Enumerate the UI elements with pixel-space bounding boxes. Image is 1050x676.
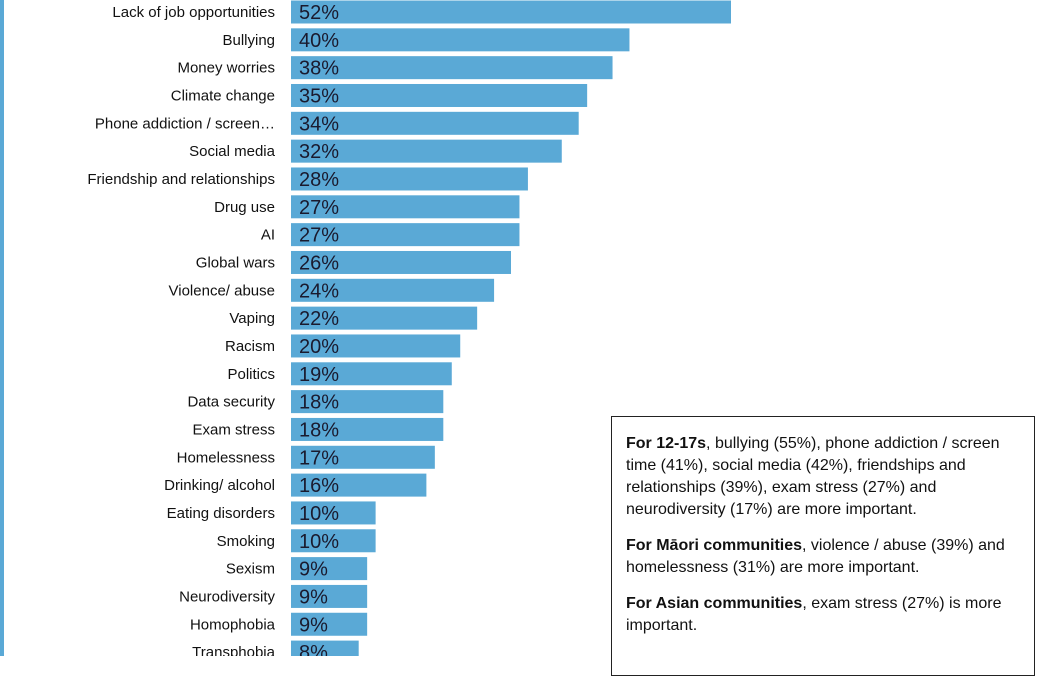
bar bbox=[291, 195, 520, 219]
note-12-17: For 12-17s, bullying (55%), phone addict… bbox=[626, 433, 1020, 521]
value-label: 35% bbox=[299, 85, 339, 107]
category-label: Politics bbox=[227, 366, 275, 383]
bar bbox=[291, 223, 520, 247]
bar bbox=[291, 417, 444, 441]
value-label: 10% bbox=[299, 503, 339, 525]
value-label: 34% bbox=[299, 113, 339, 135]
bar bbox=[291, 640, 359, 656]
bar bbox=[291, 584, 368, 608]
category-label: Drug use bbox=[214, 199, 275, 216]
bar bbox=[291, 28, 630, 52]
bar bbox=[291, 111, 579, 135]
category-label: Exam stress bbox=[192, 421, 275, 438]
bar bbox=[291, 557, 368, 581]
category-label: Climate change bbox=[171, 87, 275, 104]
note-maori-heading: For Māori communities bbox=[626, 537, 803, 554]
note-maori-text: , violence / abuse (39%) and homelessnes… bbox=[626, 537, 1005, 576]
value-label: 17% bbox=[299, 447, 339, 469]
category-label: Social media bbox=[189, 143, 276, 160]
value-label: 26% bbox=[299, 252, 339, 274]
bar bbox=[291, 501, 376, 525]
bar bbox=[291, 83, 588, 107]
category-label: AI bbox=[261, 227, 275, 244]
value-label: 52% bbox=[299, 2, 339, 24]
bar bbox=[291, 56, 613, 80]
value-label: 28% bbox=[299, 169, 339, 191]
bar bbox=[291, 445, 435, 469]
bar bbox=[291, 250, 511, 274]
category-label: Lack of job opportunities bbox=[112, 4, 275, 21]
value-label: 38% bbox=[299, 58, 339, 80]
value-label: 18% bbox=[299, 392, 339, 414]
value-label: 9% bbox=[299, 559, 328, 581]
value-label: 9% bbox=[299, 586, 328, 608]
note-12-17-text: , bullying (55%), phone addiction / scre… bbox=[626, 435, 1000, 518]
category-label: Drinking/ alcohol bbox=[164, 477, 275, 494]
value-label: 10% bbox=[299, 531, 339, 553]
note-box: For 12-17s, bullying (55%), phone addict… bbox=[611, 416, 1035, 676]
value-label: 8% bbox=[299, 642, 328, 656]
category-label: Sexism bbox=[226, 561, 275, 578]
value-label: 16% bbox=[299, 475, 339, 497]
category-label: Homophobia bbox=[190, 616, 276, 633]
category-label: Neurodiversity bbox=[179, 588, 275, 605]
value-label: 19% bbox=[299, 364, 339, 386]
category-label: Smoking bbox=[217, 533, 275, 550]
bar bbox=[291, 0, 731, 24]
bar bbox=[291, 278, 495, 302]
value-label: 9% bbox=[299, 614, 328, 636]
note-asian-text: , exam stress (27%) is more important. bbox=[626, 595, 1002, 634]
bar bbox=[291, 612, 368, 636]
category-label: Homelessness bbox=[177, 449, 275, 466]
bar bbox=[291, 334, 461, 358]
category-label: Data security bbox=[187, 394, 275, 411]
category-label: Friendship and relationships bbox=[87, 171, 275, 188]
bar bbox=[291, 306, 478, 330]
bar bbox=[291, 529, 376, 553]
category-label: Racism bbox=[225, 338, 275, 355]
value-label: 18% bbox=[299, 419, 339, 441]
left-accent-border bbox=[0, 0, 4, 656]
category-label: Violence/ abuse bbox=[169, 282, 275, 299]
value-label: 27% bbox=[299, 197, 339, 219]
value-label: 22% bbox=[299, 308, 339, 330]
bar bbox=[291, 139, 562, 163]
value-label: 40% bbox=[299, 30, 339, 52]
bar bbox=[291, 473, 427, 497]
note-asian: For Asian communities, exam stress (27%)… bbox=[626, 593, 1020, 637]
category-label: Money worries bbox=[177, 60, 275, 77]
category-label: Global wars bbox=[196, 254, 275, 271]
note-12-17-heading: For 12-17s bbox=[626, 435, 707, 452]
category-label: Transphobia bbox=[192, 644, 275, 656]
note-asian-heading: For Asian communities bbox=[626, 595, 803, 612]
value-label: 27% bbox=[299, 225, 339, 247]
category-label: Eating disorders bbox=[167, 505, 275, 522]
category-label: Phone addiction / screen… bbox=[95, 115, 275, 132]
category-label: Bullying bbox=[222, 32, 275, 49]
bar bbox=[291, 362, 452, 386]
category-label: Vaping bbox=[229, 310, 275, 327]
note-maori: For Māori communities, violence / abuse … bbox=[626, 535, 1020, 579]
value-label: 24% bbox=[299, 280, 339, 302]
value-label: 32% bbox=[299, 141, 339, 163]
horizontal-bar-chart: Lack of job opportunities 52% Bullying 40% M… bbox=[87, 0, 731, 656]
bar bbox=[291, 167, 528, 191]
bar bbox=[291, 390, 444, 414]
value-label: 20% bbox=[299, 336, 339, 358]
